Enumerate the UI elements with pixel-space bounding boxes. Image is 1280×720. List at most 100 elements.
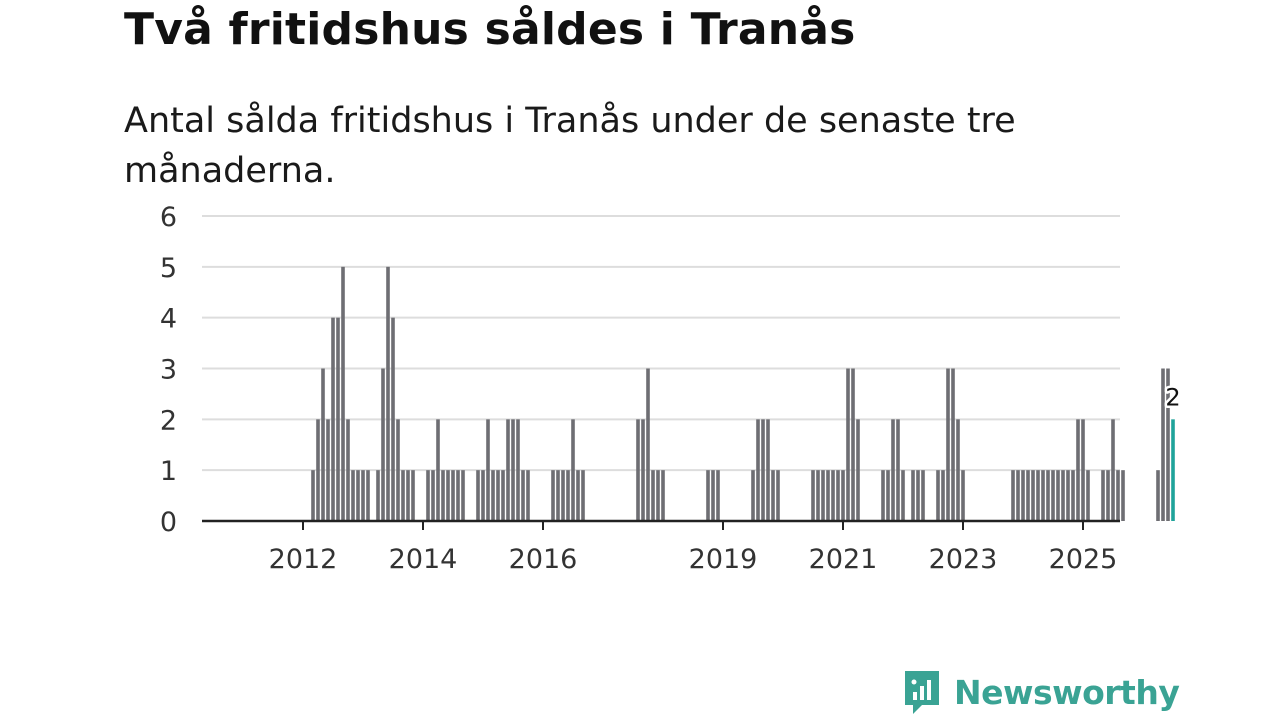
x-tick-label-2014: 2014 [389,544,458,575]
bar [426,470,430,521]
bar [346,419,350,521]
bar [411,470,415,521]
bar [941,470,945,521]
bar [461,470,465,521]
bar [521,470,525,521]
bar [1106,470,1110,521]
bar [761,419,765,521]
bar [476,470,480,521]
bar [316,419,320,521]
bar [396,419,400,521]
bar [756,419,760,521]
bar [331,317,335,521]
bar [751,470,755,521]
bar [486,419,490,521]
bar [641,419,645,521]
y-tick-label-6: 6 [160,202,177,233]
x-tick-label-2021: 2021 [809,544,878,575]
bar [1031,470,1035,521]
chart-subtitle: Antal sålda fritidshus i Tranås under de… [124,101,1016,191]
highlight-value-label: 2 [1165,383,1180,411]
bar [956,419,960,521]
bar [816,470,820,521]
bar [1116,470,1120,521]
bar [496,470,500,521]
bar [566,470,570,521]
bar [1156,470,1160,521]
bar-highlight [1171,419,1175,521]
bar [856,419,860,521]
bar [881,470,885,521]
bar [361,470,365,521]
bar [851,368,855,521]
y-tick-label-4: 4 [160,304,177,335]
bar [391,317,395,521]
bar [716,470,720,521]
bar [381,368,385,521]
x-tick-label-2019: 2019 [689,544,758,575]
bar [556,470,560,521]
bar [526,470,530,521]
bar [1056,470,1060,521]
bar [936,470,940,521]
bar [1036,470,1040,521]
bar [1061,470,1065,521]
y-tick-label-0: 0 [160,507,177,538]
bar [1076,419,1080,521]
newsworthy-logo: Newsworthy [902,668,1180,716]
bar [886,470,890,521]
bar [1111,419,1115,521]
bar [836,470,840,521]
x-tick-label-2023: 2023 [929,544,998,575]
bar [961,470,965,521]
bar [706,470,710,521]
bar [891,419,895,521]
bar [1046,470,1050,521]
bar [501,470,505,521]
bar [711,470,715,521]
bar [1161,368,1165,521]
x-tick-label-2025: 2025 [1049,544,1118,575]
bar [491,470,495,521]
y-tick-label-2: 2 [160,405,177,436]
bar [571,419,575,521]
bar [336,317,340,521]
bar [1121,470,1125,521]
bar [376,470,380,521]
x-tick-label-2016: 2016 [509,544,578,575]
bar [916,470,920,521]
bar [841,470,845,521]
bar [1101,470,1105,521]
bar [821,470,825,521]
y-tick-label-3: 3 [160,355,177,386]
bar [846,368,850,521]
bar [431,470,435,521]
bar [446,470,450,521]
bar [516,419,520,521]
bar [1011,470,1015,521]
x-tick-label-2012: 2012 [269,544,338,575]
bar [776,470,780,521]
bar [386,266,390,521]
bar [451,470,455,521]
bar [341,266,345,521]
bar [356,470,360,521]
bar [406,470,410,521]
bar [511,419,515,521]
bar [771,470,775,521]
bar [896,419,900,521]
bar [311,470,315,521]
bar [1051,470,1055,521]
newsworthy-logo-icon [905,671,939,714]
newsworthy-logo-text: Newsworthy [954,672,1180,712]
bar [551,470,555,521]
bar [766,419,770,521]
bar [1066,470,1070,521]
bar [351,470,355,521]
bar [911,470,915,521]
bar [1086,470,1090,521]
bar [656,470,660,521]
bar [581,470,585,521]
y-tick-label-1: 1 [160,456,177,487]
